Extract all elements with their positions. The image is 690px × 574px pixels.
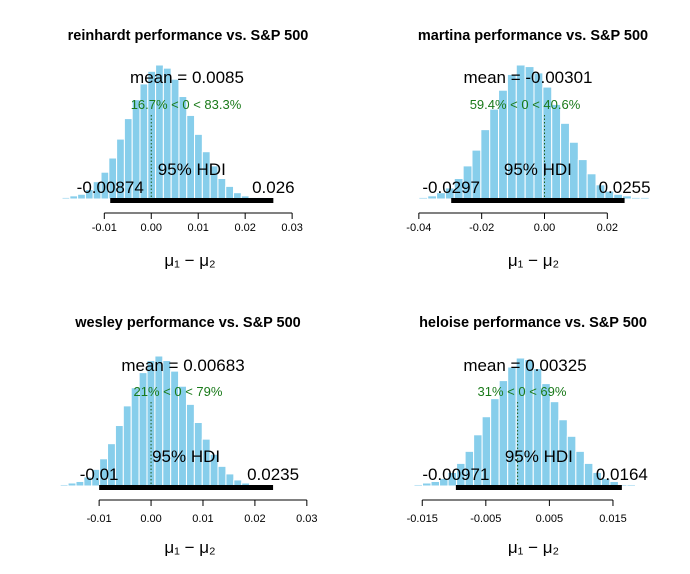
x-tick-label: 0.00 [140,513,161,525]
histogram-bar [630,196,641,200]
histogram-bar [122,405,132,487]
histogram-bar [639,196,650,200]
chart-panel-1: reinhardt performance vs. S&P 500 mean = … [61,28,309,270]
comparison-label: 21% < 0 < 79% [134,384,223,399]
histogram-bar [524,359,534,487]
hdi-label: 95% HDI [158,160,226,179]
histogram-bar [162,67,172,200]
chart-title: reinhardt performance vs. S&P 500 [68,28,309,44]
hdi-low-label: -0.0297 [422,178,480,197]
histogram-bar [586,173,597,200]
histogram-bar [489,108,500,200]
x-tick-label: 0.02 [597,222,618,234]
x-tick-label: 0.03 [281,222,302,234]
hdi-label: 95% HDI [504,160,572,179]
histogram-bar [533,72,544,200]
histogram-bar [583,462,594,487]
hdi-high-label: 0.0235 [247,465,299,484]
histogram-bar [59,483,69,487]
histogram-bar [61,196,71,200]
mean-label: mean = 0.0085 [130,68,244,87]
x-axis-label: μ₁ − μ₂ [508,251,559,270]
hdi-low-label: -0.00971 [422,465,489,484]
mean-label: mean = 0.00325 [463,356,586,375]
hdi-label: 95% HDI [505,447,573,466]
chart-title: wesley performance vs. S&P 500 [74,315,300,331]
histogram-bar [130,387,140,487]
hdi-low-label: -0.01 [80,465,119,484]
hdi-high-label: 0.026 [252,178,295,197]
x-tick-label: 0.015 [599,513,627,525]
x-tick-label: 0.03 [296,513,317,525]
histogram-bar [490,398,500,487]
x-tick-label: -0.04 [406,222,431,234]
comparison-label: 16.7% < 0 < 83.3% [131,97,242,112]
x-tick-label: -0.005 [470,513,501,525]
histogram-bar [480,129,491,200]
x-tick-label: 0.005 [536,513,564,525]
x-axis-label: μ₁ − μ₂ [164,251,215,270]
mean-label: mean = 0.00683 [121,356,244,375]
chart-title: heloise performance vs. S&P 500 [419,315,647,331]
hdi-high-label: 0.0255 [599,178,651,197]
mean-label: mean = -0.00301 [463,68,592,87]
comparison-label: 59.4% < 0 < 40.6% [470,97,581,112]
histogram-bar [185,403,195,487]
histogram-bar [626,483,636,487]
histogram-bar [217,178,227,200]
x-tick-label: 0.02 [244,513,265,525]
histogram-bar [147,70,157,200]
histogram-bar [162,360,172,487]
histogram-bar [225,473,235,487]
hdi-high-label: 0.0164 [596,465,648,484]
histogram-bar [154,355,164,487]
x-tick-label: -0.015 [407,513,438,525]
x-axis-label: μ₁ − μ₂ [164,538,215,557]
x-tick-label: -0.02 [469,222,494,234]
chart-panel-4: heloise performance vs. S&P 500 mean = 0.… [407,315,648,557]
x-tick-label: 0.01 [188,222,209,234]
x-tick-label: 0.02 [234,222,255,234]
histogram-bar [178,385,187,487]
histogram-bar [577,159,588,200]
comparison-label: 31% < 0 < 69% [478,384,567,399]
histogram-bar [418,196,429,200]
chart-panel-2: martina performance vs. S&P 500 mean = -0… [406,28,650,270]
x-tick-label: -0.01 [92,222,117,234]
chart-title: martina performance vs. S&P 500 [418,28,648,44]
histogram-bar [217,465,227,487]
histogram-bar [549,401,560,487]
x-tick-label: 0.01 [192,513,213,525]
histogram-bar [551,103,562,200]
histogram-bar [67,482,77,487]
x-tick-label: 0.00 [534,222,555,234]
x-axis-label: μ₁ − μ₂ [508,538,559,557]
histogram-bar [575,450,585,487]
histogram-bar [506,73,517,200]
x-tick-label: 0.00 [141,222,162,234]
histogram-bar [413,483,424,487]
hdi-low-label: -0.00874 [77,178,144,197]
histogram-bar [515,357,526,487]
histogram-bar [186,114,196,200]
x-tick-label: -0.01 [87,513,112,525]
hdi-label: 95% HDI [152,447,220,466]
histogram-bar [225,185,235,200]
chart-panel-3: wesley performance vs. S&P 500 mean = 0.0… [59,315,318,557]
